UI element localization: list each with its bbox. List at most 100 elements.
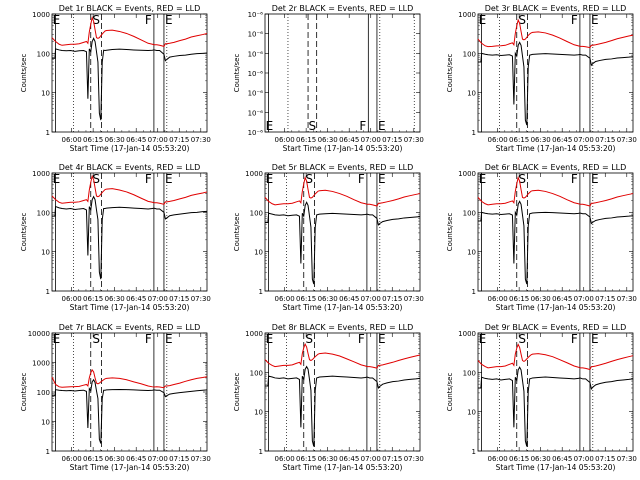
series-lld-line xyxy=(264,342,421,369)
y-tick-label: 10000 xyxy=(28,330,50,338)
marker-letter-e-left: E xyxy=(53,13,61,27)
x-tick-label: 06:15 xyxy=(83,136,103,144)
y-tick-label: 1 xyxy=(472,288,476,296)
series-lld-line xyxy=(51,174,208,205)
panel-title: Det 7r BLACK = Events, RED = LLD xyxy=(59,323,201,332)
x-tick-label: 06:15 xyxy=(509,455,529,463)
marker-letter-e-left: E xyxy=(266,332,274,346)
x-tick-label: 06:30 xyxy=(531,136,551,144)
x-tick-label: 06:15 xyxy=(296,136,316,144)
x-tick-label: 07:30 xyxy=(404,295,424,303)
y-tick-label: 10 xyxy=(254,409,263,417)
y-tick-label: 10 xyxy=(467,90,476,98)
series-events-line xyxy=(478,366,634,447)
marker-letter-e-left: E xyxy=(479,172,487,186)
y-axis-label: Counts/sec xyxy=(233,54,241,93)
marker-letter-s: S xyxy=(92,332,100,346)
series-lld-line xyxy=(477,343,634,371)
marker-letter-s: S xyxy=(518,332,526,346)
x-axis-label: Start Time (17-Jan-14 05:53:20) xyxy=(496,144,616,153)
marker-letter-s: S xyxy=(92,13,100,27)
x-tick-label: 06:45 xyxy=(339,136,359,144)
x-axis-label: Start Time (17-Jan-14 05:53:20) xyxy=(283,463,403,472)
x-tick-label: 06:15 xyxy=(296,455,316,463)
x-tick-label: 06:30 xyxy=(105,295,125,303)
x-tick-label: 07:00 xyxy=(574,455,594,463)
marker-letter-f: F xyxy=(358,332,365,346)
series-events-line xyxy=(52,37,208,121)
x-tick-label: 07:30 xyxy=(617,136,637,144)
marker-letter-s: S xyxy=(518,13,526,27)
x-tick-label: 07:00 xyxy=(361,295,381,303)
y-tick-label: 10⁻⁶ xyxy=(248,50,264,58)
marker-letter-f: F xyxy=(571,13,578,27)
marker-letter-e-right: E xyxy=(165,172,173,186)
x-tick-label: 06:45 xyxy=(339,295,359,303)
marker-letter-e-right: E xyxy=(165,332,173,346)
y-axis-label: Counts/sec xyxy=(446,373,454,412)
x-axis-label: Start Time (17-Jan-14 05:53:20) xyxy=(283,303,403,312)
y-tick-label: 100 xyxy=(463,369,476,377)
x-tick-label: 06:45 xyxy=(339,455,359,463)
x-tick-label: 06:15 xyxy=(83,455,103,463)
plot-frame xyxy=(264,13,421,133)
panel-title: Det 4r BLACK = Events, RED = LLD xyxy=(59,163,201,172)
marker-letter-s: S xyxy=(92,172,100,186)
marker-letter-f: F xyxy=(145,13,152,27)
marker-letter-e-left: E xyxy=(53,332,61,346)
y-tick-label: 1 xyxy=(259,448,263,456)
x-tick-label: 06:45 xyxy=(126,295,146,303)
marker-letter-s: S xyxy=(518,172,526,186)
panel-title: Det 3r BLACK = Events, RED = LLD xyxy=(485,4,627,13)
x-tick-label: 06:15 xyxy=(296,295,316,303)
y-tick-label: 100 xyxy=(37,389,50,397)
x-tick-label: 06:45 xyxy=(552,455,572,463)
x-tick-label: 06:15 xyxy=(509,136,529,144)
y-tick-label: 100 xyxy=(250,209,263,217)
x-axis-label: Start Time (17-Jan-14 05:53:20) xyxy=(283,144,403,153)
series-lld-line xyxy=(51,16,208,47)
marker-letter-e-right: E xyxy=(378,332,386,346)
panel-det-7r: Det 7r BLACK = Events, RED = LLD Counts/s… xyxy=(20,323,211,472)
y-tick-label: 10 xyxy=(41,249,50,257)
y-tick-label: 10 xyxy=(254,249,263,257)
y-tick-label: 10⁻⁶ xyxy=(248,11,264,19)
panel-det-8r: Det 8r BLACK = Events, RED = LLD Counts/s… xyxy=(233,323,424,472)
y-tick-label: 1 xyxy=(472,129,476,137)
x-tick-label: 07:15 xyxy=(169,455,189,463)
x-tick-label: 06:00 xyxy=(275,136,295,144)
panel-det-9r: Det 9r BLACK = Events, RED = LLD Counts/s… xyxy=(446,323,637,472)
marker-letter-e-right: E xyxy=(591,332,599,346)
x-tick-label: 06:30 xyxy=(531,455,551,463)
y-tick-label: 10⁻⁶ xyxy=(248,70,264,78)
x-tick-label: 07:15 xyxy=(595,455,615,463)
panel-title: Det 1r BLACK = Events, RED = LLD xyxy=(59,4,201,13)
series-lld-line xyxy=(477,176,634,207)
y-tick-label: 100 xyxy=(463,209,476,217)
x-tick-label: 06:00 xyxy=(62,136,82,144)
marker-letter-e-left: E xyxy=(479,13,487,27)
y-tick-label: 1000 xyxy=(32,360,50,368)
y-tick-label: 1000 xyxy=(458,11,476,19)
y-axis-label: Counts/sec xyxy=(20,54,28,93)
y-tick-label: 1000 xyxy=(458,330,476,338)
series-events-line xyxy=(478,41,634,126)
marker-letter-e-right: E xyxy=(591,13,599,27)
plot-frame xyxy=(51,172,208,292)
marker-letter-e-right: E xyxy=(591,172,599,186)
x-tick-label: 07:00 xyxy=(148,136,168,144)
x-tick-label: 06:30 xyxy=(105,455,125,463)
y-tick-label: 1 xyxy=(46,448,50,456)
marker-letter-e-right: E xyxy=(165,13,173,27)
x-tick-label: 06:00 xyxy=(488,295,508,303)
marker-letter-e-left: E xyxy=(479,332,487,346)
x-tick-label: 07:30 xyxy=(191,455,211,463)
y-axis-label: Counts/sec xyxy=(446,54,454,93)
y-axis-label: Counts/sec xyxy=(233,213,241,252)
plot-frame xyxy=(264,172,421,292)
marker-letter-s: S xyxy=(305,332,313,346)
plot-frame xyxy=(51,13,208,133)
x-tick-label: 07:00 xyxy=(148,295,168,303)
y-tick-label: 1000 xyxy=(32,170,50,178)
panel-title: Det 2r BLACK = Events, RED = LLD xyxy=(272,4,414,13)
